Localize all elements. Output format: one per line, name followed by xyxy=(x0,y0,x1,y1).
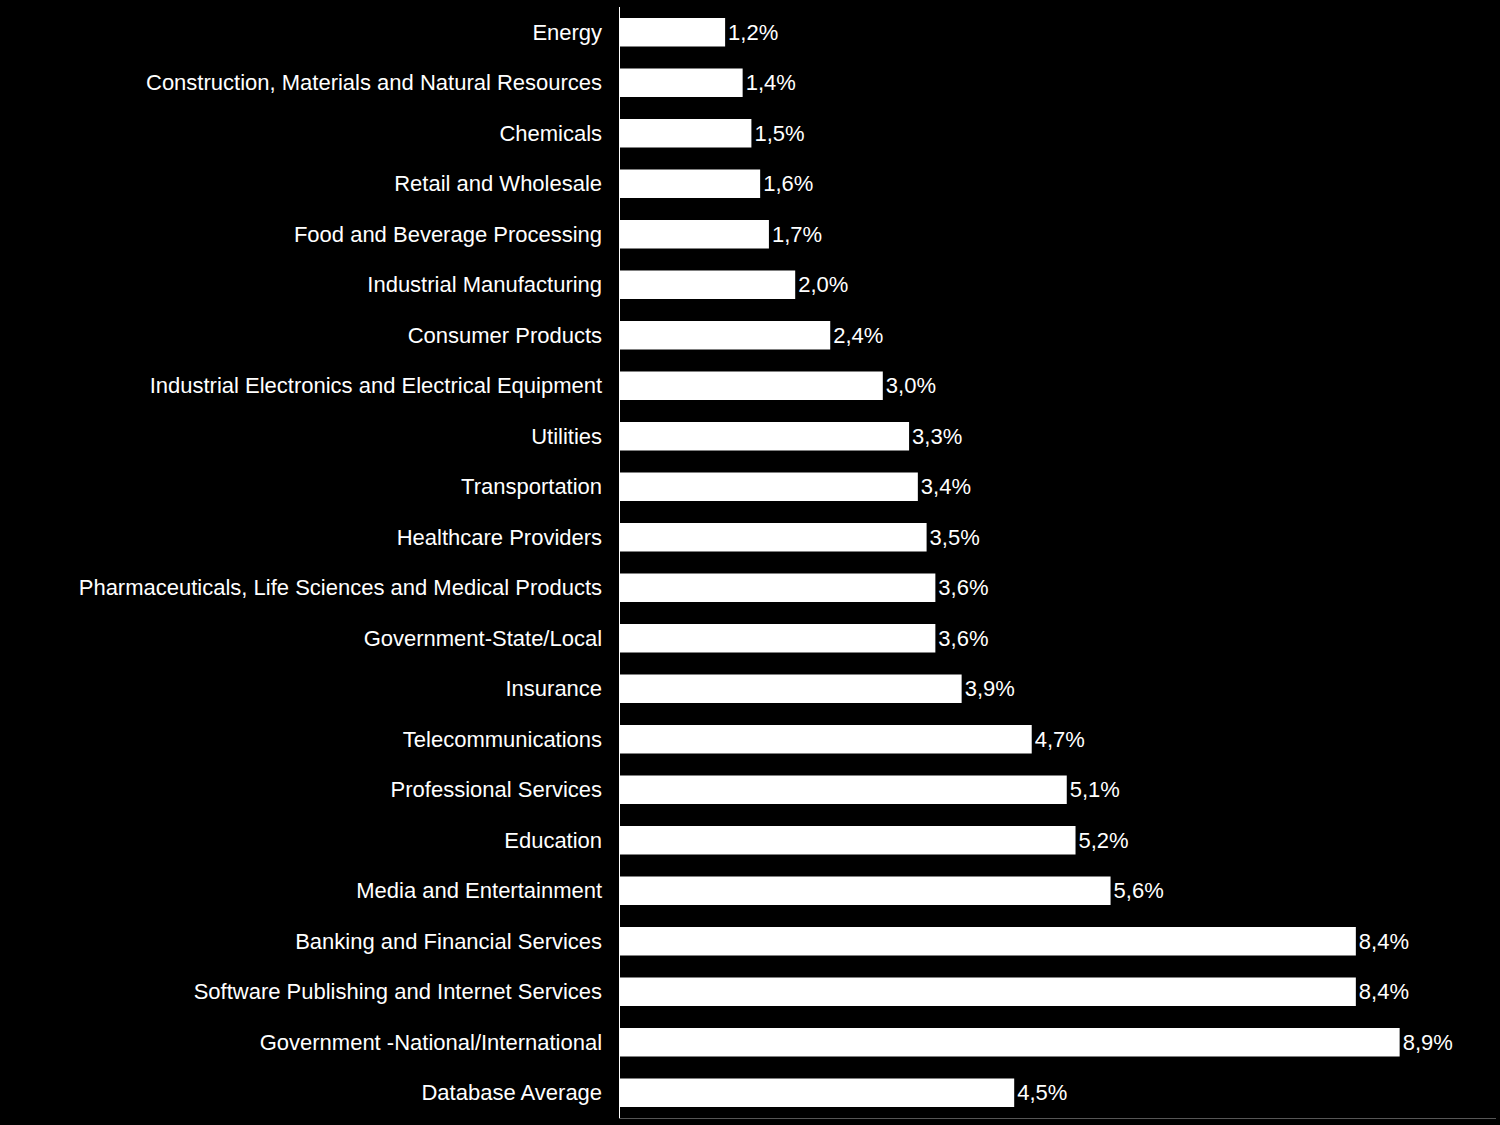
svg-text:Government -National/Internati: Government -National/International xyxy=(260,1030,602,1055)
svg-text:5,6%: 5,6% xyxy=(1114,878,1164,903)
svg-text:Retail and Wholesale: Retail and Wholesale xyxy=(394,171,602,196)
svg-text:Education: Education xyxy=(504,828,602,853)
svg-text:8,4%: 8,4% xyxy=(1359,979,1409,1004)
svg-text:1,6%: 1,6% xyxy=(763,171,813,196)
svg-text:3,4%: 3,4% xyxy=(921,474,971,499)
svg-text:4,7%: 4,7% xyxy=(1035,727,1085,752)
svg-text:Media and Entertainment: Media and Entertainment xyxy=(356,878,602,903)
svg-text:3,3%: 3,3% xyxy=(912,424,962,449)
svg-text:8,9%: 8,9% xyxy=(1403,1030,1453,1055)
svg-text:4,5%: 4,5% xyxy=(1017,1080,1067,1105)
svg-text:Industrial Manufacturing: Industrial Manufacturing xyxy=(367,272,602,297)
svg-text:Healthcare Providers: Healthcare Providers xyxy=(397,525,602,550)
svg-text:Energy: Energy xyxy=(532,20,602,45)
svg-text:Insurance: Insurance xyxy=(505,676,602,701)
svg-text:Software Publishing and Intern: Software Publishing and Internet Service… xyxy=(194,979,602,1004)
svg-text:Pharmaceuticals, Life Sciences: Pharmaceuticals, Life Sciences and Medic… xyxy=(79,575,602,600)
svg-text:1,5%: 1,5% xyxy=(754,121,804,146)
svg-text:Telecommunications: Telecommunications xyxy=(403,727,602,752)
svg-text:8,4%: 8,4% xyxy=(1359,929,1409,954)
svg-text:3,9%: 3,9% xyxy=(965,676,1015,701)
svg-text:1,2%: 1,2% xyxy=(728,20,778,45)
svg-text:3,0%: 3,0% xyxy=(886,373,936,398)
svg-text:Chemicals: Chemicals xyxy=(499,121,602,146)
svg-text:3,6%: 3,6% xyxy=(938,626,988,651)
svg-text:3,6%: 3,6% xyxy=(938,575,988,600)
svg-text:Utilities: Utilities xyxy=(531,424,602,449)
svg-text:Industrial Electronics and Ele: Industrial Electronics and Electrical Eq… xyxy=(150,373,602,398)
svg-text:Banking and Financial Services: Banking and Financial Services xyxy=(295,929,602,954)
svg-text:Database Average: Database Average xyxy=(421,1080,602,1105)
svg-text:Food and Beverage Processing: Food and Beverage Processing xyxy=(294,222,602,247)
svg-text:Transportation: Transportation xyxy=(461,474,602,499)
svg-text:5,1%: 5,1% xyxy=(1070,777,1120,802)
svg-text:1,7%: 1,7% xyxy=(772,222,822,247)
svg-text:Consumer Products: Consumer Products xyxy=(408,323,602,348)
svg-text:1,4%: 1,4% xyxy=(746,70,796,95)
svg-text:Professional Services: Professional Services xyxy=(391,777,603,802)
svg-text:2,4%: 2,4% xyxy=(833,323,883,348)
svg-text:5,2%: 5,2% xyxy=(1079,828,1129,853)
svg-text:Government-State/Local: Government-State/Local xyxy=(364,626,602,651)
svg-text:2,0%: 2,0% xyxy=(798,272,848,297)
svg-text:3,5%: 3,5% xyxy=(930,525,980,550)
svg-text:Construction, Materials and Na: Construction, Materials and Natural Reso… xyxy=(146,70,602,95)
